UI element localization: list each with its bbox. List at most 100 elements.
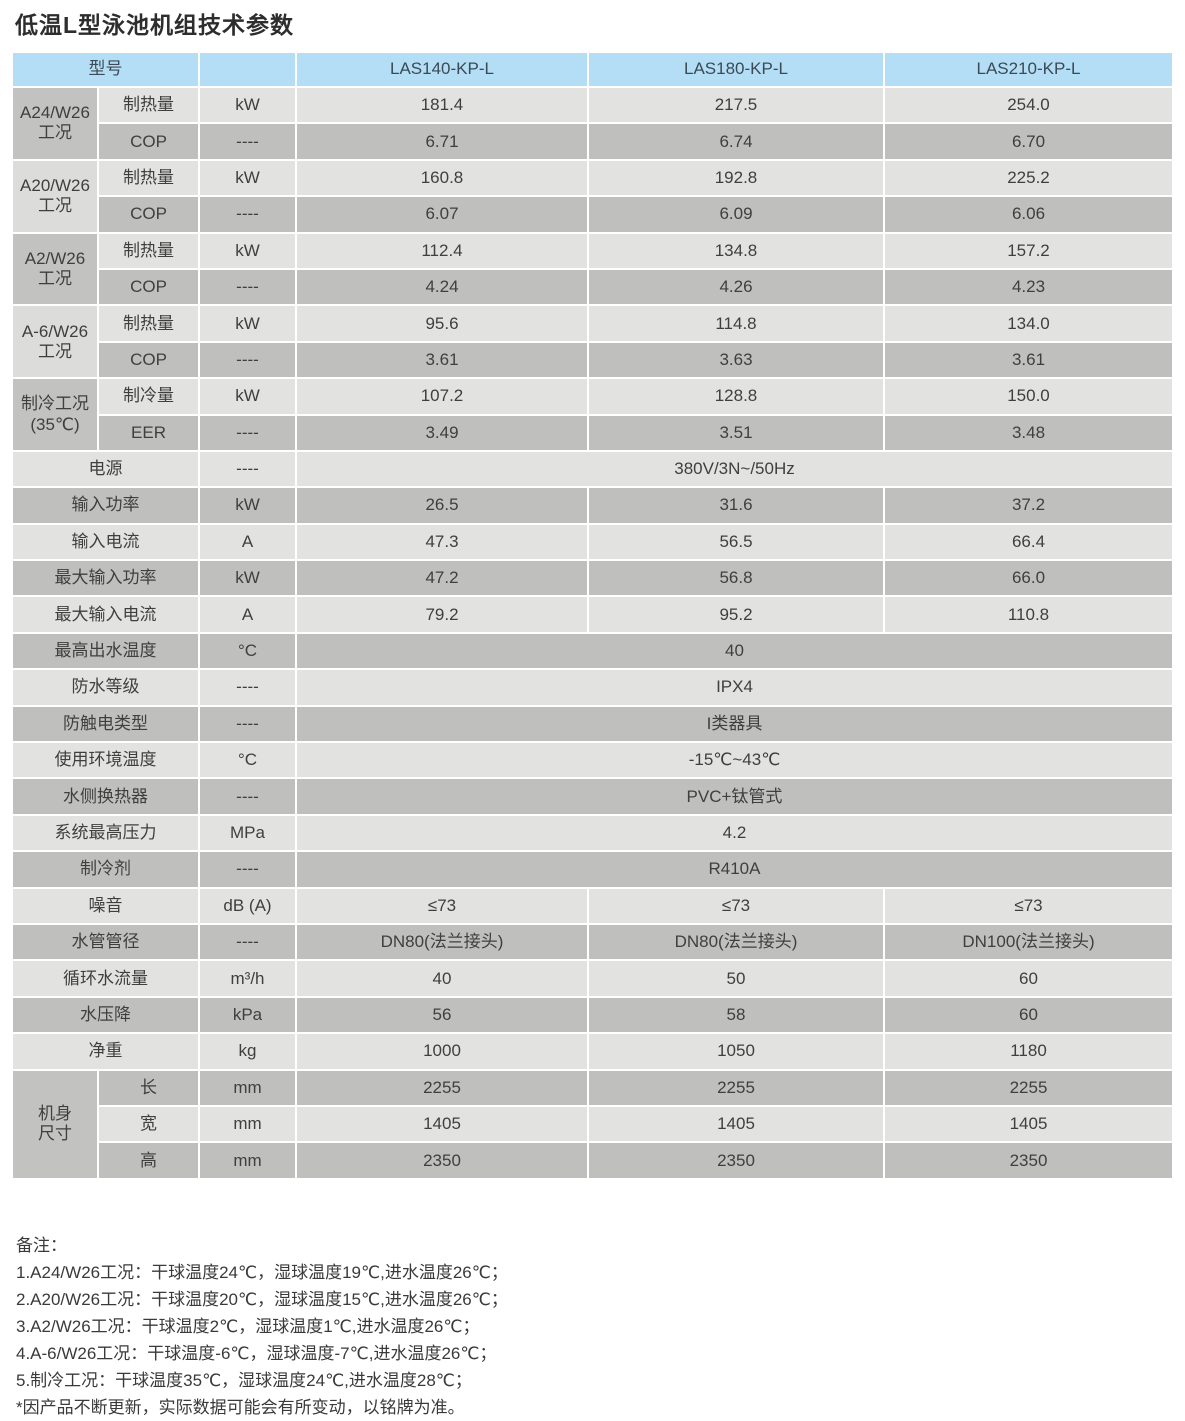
unit-cell: ---- (200, 924, 295, 960)
unit-cell: ---- (200, 852, 295, 887)
value-cell: 79.2 (297, 597, 587, 632)
value-cell: 6.70 (885, 124, 1172, 159)
unit-cell: dB (A) (200, 888, 295, 923)
merged-value-cell: R410A (297, 852, 1172, 887)
value-cell: 6.06 (885, 197, 1172, 232)
param-label: 制热量 (99, 88, 198, 123)
value-cell: 56 (297, 997, 587, 1033)
value-cell: 217.5 (589, 88, 883, 123)
merged-value-cell: IPX4 (297, 670, 1172, 705)
param-label: 最大输入功率 (13, 561, 198, 596)
param-label: COP (99, 124, 198, 159)
value-cell: 128.8 (589, 379, 883, 414)
unit-cell: MPa (200, 815, 295, 851)
note-line: 4.A-6/W26工况：干球温度-6℃，湿球温度-7℃,进水温度26℃； (16, 1343, 497, 1363)
value-cell: 47.2 (297, 561, 587, 596)
spec-table: 型号 LAS140-KP-L LAS180-KP-L LAS210-KP-L A… (13, 53, 1172, 1178)
unit-cell: ---- (200, 415, 295, 450)
group-label: 制冷工况 (35℃) (13, 379, 97, 450)
param-label: 最高出水温度 (13, 633, 198, 669)
param-label: EER (99, 415, 198, 450)
notes-heading: 备注： (16, 1235, 67, 1255)
value-cell: 1405 (589, 1106, 883, 1142)
unit-cell: kW (200, 160, 295, 196)
param-label: 制冷剂 (13, 852, 198, 887)
unit-cell: kW (200, 88, 295, 123)
unit-cell: mm (200, 1070, 295, 1105)
param-label: 使用环境温度 (13, 743, 198, 778)
param-label: 噪音 (13, 888, 198, 923)
value-cell: 60 (885, 961, 1172, 996)
merged-value-cell: I类器具 (297, 706, 1172, 742)
value-cell: 6.09 (589, 197, 883, 232)
value-cell: 6.71 (297, 124, 587, 159)
value-cell: 58 (589, 997, 883, 1033)
param-label: 高 (99, 1143, 198, 1178)
param-label: 最大输入电流 (13, 597, 198, 632)
value-cell: 2350 (297, 1143, 587, 1178)
value-cell: 1405 (885, 1106, 1172, 1142)
value-cell: 160.8 (297, 160, 587, 196)
value-cell: 66.0 (885, 561, 1172, 596)
value-cell: 2255 (589, 1070, 883, 1105)
value-cell: 4.24 (297, 269, 587, 305)
group-label: A-6/W26 工况 (13, 306, 97, 378)
group-label: A20/W26 工况 (13, 160, 97, 232)
merged-value-cell: -15℃~43℃ (297, 743, 1172, 778)
value-cell: 1180 (885, 1034, 1172, 1069)
value-cell: 56.8 (589, 561, 883, 596)
value-cell: 225.2 (885, 160, 1172, 196)
value-cell: 2255 (885, 1070, 1172, 1105)
value-cell: 56.5 (589, 524, 883, 560)
group-label: A2/W26 工况 (13, 233, 97, 305)
unit-cell: A (200, 597, 295, 632)
value-cell: 37.2 (885, 488, 1172, 523)
note-line: 2.A20/W26工况：干球温度20℃，湿球温度15℃,进水温度26℃； (16, 1289, 508, 1309)
param-label: 输入电流 (13, 524, 198, 560)
unit-cell: ---- (200, 451, 295, 487)
value-cell: 3.48 (885, 415, 1172, 450)
unit-cell: A (200, 524, 295, 560)
value-cell: 6.07 (297, 197, 587, 232)
value-cell: ≤73 (297, 888, 587, 923)
value-cell: 66.4 (885, 524, 1172, 560)
value-cell: 4.23 (885, 269, 1172, 305)
note-line: *因产品不断更新，实际数据可能会有所变动，以铭牌为准。 (16, 1397, 465, 1417)
value-cell: 134.8 (589, 233, 883, 268)
value-cell: 157.2 (885, 233, 1172, 268)
unit-cell: ---- (200, 197, 295, 232)
param-label: 制冷量 (99, 379, 198, 414)
value-cell: 95.6 (297, 306, 587, 341)
value-cell: 47.3 (297, 524, 587, 560)
value-cell: 1405 (297, 1106, 587, 1142)
param-label: COP (99, 197, 198, 232)
value-cell: 2350 (589, 1143, 883, 1178)
page-title: 低温L型泳池机组技术参数 (15, 12, 295, 38)
value-cell: 4.26 (589, 269, 883, 305)
model-header: LAS140-KP-L (297, 53, 587, 86)
param-label: 水管管径 (13, 924, 198, 960)
value-cell: 254.0 (885, 88, 1172, 123)
value-cell: 114.8 (589, 306, 883, 341)
value-cell: 192.8 (589, 160, 883, 196)
group-label: A24/W26 工况 (13, 88, 97, 159)
value-cell: 50 (589, 961, 883, 996)
unit-cell: kW (200, 488, 295, 523)
param-label: 防触电类型 (13, 706, 198, 742)
value-cell: 112.4 (297, 233, 587, 268)
param-label: 水压降 (13, 997, 198, 1033)
value-cell: DN80(法兰接头) (589, 924, 883, 960)
value-cell: 26.5 (297, 488, 587, 523)
value-cell: 134.0 (885, 306, 1172, 341)
unit-cell: ---- (200, 706, 295, 742)
model-col-header: 型号 (13, 53, 198, 86)
model-header: LAS180-KP-L (589, 53, 883, 86)
param-label: 制热量 (99, 306, 198, 341)
value-cell: 60 (885, 997, 1172, 1033)
unit-cell: mm (200, 1106, 295, 1142)
value-cell: 107.2 (297, 379, 587, 414)
notes: 备注： 1.A24/W26工况：干球温度24℃，湿球温度19℃,进水温度26℃；… (16, 1232, 1185, 1421)
note-line: 3.A2/W26工况：干球温度2℃，湿球温度1℃,进水温度26℃； (16, 1316, 480, 1336)
value-cell: ≤73 (589, 888, 883, 923)
value-cell: 3.63 (589, 342, 883, 378)
